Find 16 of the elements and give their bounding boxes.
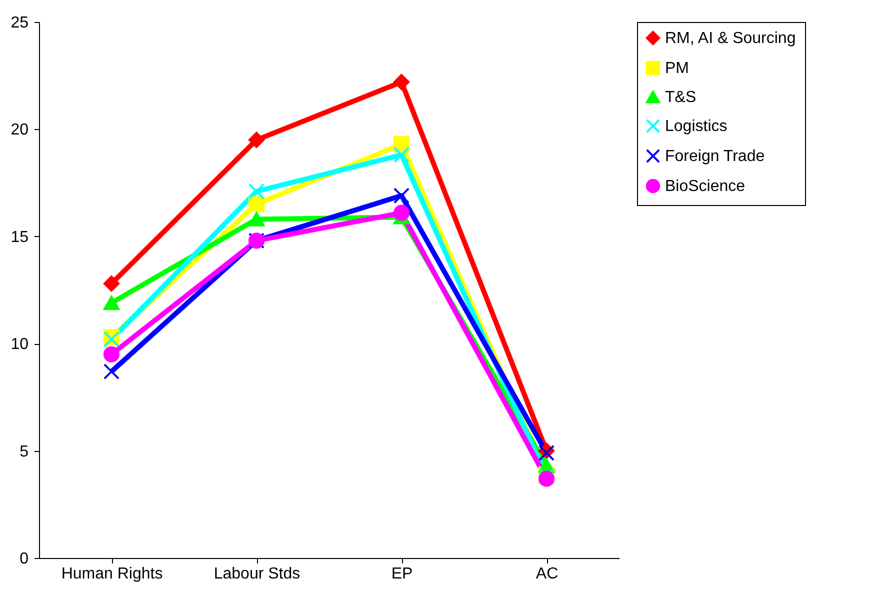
legend-label: RM, AI & Sourcing — [665, 30, 796, 47]
legend-label: BioScience — [665, 178, 746, 195]
legend-label: Foreign Trade — [665, 148, 765, 165]
y-tick-label: 5 — [20, 443, 29, 460]
legend-label: Logistics — [665, 118, 728, 135]
y-tick-label: 0 — [20, 550, 29, 568]
x-tick-label: Labour Stds — [214, 566, 300, 582]
legend-label: T&S — [665, 89, 696, 106]
y-tick-label: 15 — [10, 228, 29, 246]
x-tick-label: EP — [391, 566, 413, 582]
x-tick-label: Human Rights — [61, 566, 163, 582]
y-tick-label: 10 — [10, 336, 29, 354]
legend-label: PM — [665, 60, 689, 77]
y-tick-label: 25 — [10, 14, 29, 32]
y-tick-label: 20 — [10, 122, 29, 139]
x-tick-label: AC — [536, 566, 558, 582]
